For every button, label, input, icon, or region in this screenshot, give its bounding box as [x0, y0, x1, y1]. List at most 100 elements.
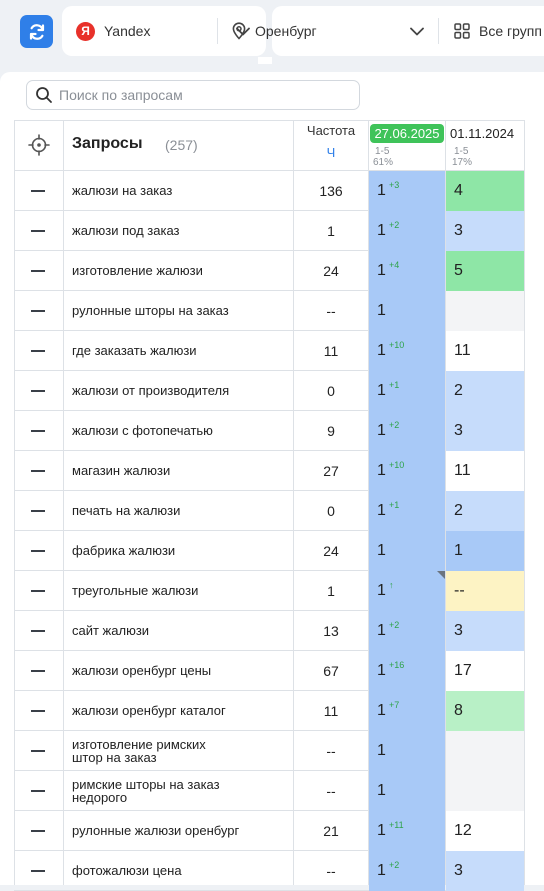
- row-collapse-toggle[interactable]: [31, 390, 45, 392]
- row-collapse-toggle[interactable]: [31, 270, 45, 272]
- position-cell-previous[interactable]: 11: [446, 451, 524, 491]
- position-cell-current[interactable]: 1 +2: [369, 411, 445, 451]
- crosshair-icon[interactable]: [28, 134, 50, 156]
- date-column-header-current[interactable]: 27.06.2025: [370, 124, 444, 143]
- query-text[interactable]: магазин жалюзи: [72, 463, 171, 478]
- frequency-value: 1: [327, 223, 335, 239]
- position-cell-previous[interactable]: 3: [446, 411, 524, 451]
- position-cell-previous[interactable]: --: [446, 571, 524, 611]
- position-cell-previous[interactable]: 1: [446, 531, 524, 571]
- position-cell-current[interactable]: 1: [369, 771, 445, 811]
- frequency-type-toggle[interactable]: Ч: [326, 145, 336, 160]
- position-cell-current[interactable]: 1 +1: [369, 371, 445, 411]
- position-cell-current[interactable]: 1: [369, 531, 445, 571]
- position-value: 3: [454, 422, 463, 439]
- row-collapse-toggle[interactable]: [31, 710, 45, 712]
- row-collapse-toggle[interactable]: [31, 510, 45, 512]
- position-cell-previous[interactable]: [446, 771, 524, 811]
- date-top-percent: 17%: [452, 157, 473, 168]
- row-collapse-toggle[interactable]: [31, 310, 45, 312]
- position-cell-current[interactable]: 1 +2: [369, 211, 445, 251]
- row-collapse-toggle[interactable]: [31, 830, 45, 832]
- row-collapse-toggle[interactable]: [31, 550, 45, 552]
- position-cell-previous[interactable]: 8: [446, 691, 524, 731]
- row-collapse-toggle[interactable]: [31, 750, 45, 752]
- row-collapse-toggle[interactable]: [31, 230, 45, 232]
- query-text[interactable]: жалюзи под заказ: [72, 223, 180, 238]
- position-cell-previous[interactable]: 3: [446, 611, 524, 651]
- search-input[interactable]: [59, 81, 349, 109]
- query-text[interactable]: штор на заказ: [72, 750, 157, 765]
- query-text[interactable]: римские шторы на заказ: [72, 777, 220, 792]
- position-cell-previous[interactable]: [446, 731, 524, 771]
- query-text[interactable]: жалюзи с фотопечатью: [72, 423, 213, 438]
- position-cell-previous[interactable]: 2: [446, 491, 524, 531]
- position-cell-current[interactable]: 1 +2: [369, 611, 445, 651]
- position-cell-current[interactable]: 1 +1: [369, 491, 445, 531]
- position-cell-previous[interactable]: 12: [446, 811, 524, 851]
- query-text[interactable]: печать на жалюзи: [72, 503, 181, 518]
- position-cell-current[interactable]: 1 +10: [369, 331, 445, 371]
- position-cell-previous[interactable]: [446, 291, 524, 331]
- position-cell-previous[interactable]: 5: [446, 251, 524, 291]
- refresh-button[interactable]: [20, 15, 53, 48]
- query-text[interactable]: рулонные жалюзи оренбург: [72, 823, 240, 838]
- position-change: ↑: [389, 580, 394, 590]
- region-select[interactable]: Оренбург: [232, 6, 426, 56]
- grid-line: [14, 250, 524, 251]
- row-collapse-toggle[interactable]: [31, 470, 45, 472]
- grid-line: [368, 120, 369, 885]
- position-cell-previous[interactable]: 2: [446, 371, 524, 411]
- position-cell-previous[interactable]: 4: [446, 171, 524, 211]
- row-collapse-toggle[interactable]: [31, 670, 45, 672]
- position-cell-current[interactable]: 1 +16: [369, 651, 445, 691]
- search-engine-label: Yandex: [104, 23, 151, 39]
- position-value: 1: [454, 542, 463, 559]
- date-column-header-previous[interactable]: 01.11.2024: [450, 126, 515, 141]
- position-cell-previous[interactable]: 3: [446, 211, 524, 251]
- position-cell-current[interactable]: 1 +2: [369, 851, 445, 891]
- row-collapse-toggle[interactable]: [31, 350, 45, 352]
- query-text[interactable]: рулонные шторы на заказ: [72, 303, 229, 318]
- position-cell-previous[interactable]: 17: [446, 651, 524, 691]
- query-text[interactable]: жалюзи от производителя: [72, 383, 230, 398]
- search-box[interactable]: [26, 80, 360, 110]
- position-cell-current[interactable]: 1 +11: [369, 811, 445, 851]
- position-value: 1: [377, 862, 386, 879]
- position-cell-current[interactable]: 1 +3: [369, 171, 445, 211]
- query-text[interactable]: жалюзи оренбург каталог: [72, 703, 226, 718]
- query-text[interactable]: жалюзи на заказ: [72, 183, 173, 198]
- position-cell-current[interactable]: 1: [369, 291, 445, 331]
- query-text[interactable]: треугольные жалюзи: [72, 583, 199, 598]
- position-value: 1: [377, 462, 386, 479]
- position-cell-current[interactable]: 1 +4: [369, 251, 445, 291]
- position-cell-previous[interactable]: 11: [446, 331, 524, 371]
- query-text[interactable]: фабрика жалюзи: [72, 543, 176, 558]
- query-text[interactable]: недорого: [72, 790, 128, 805]
- query-text[interactable]: сайт жалюзи: [72, 623, 150, 638]
- query-text[interactable]: изготовление римских: [72, 737, 206, 752]
- grid-line: [524, 120, 525, 885]
- row-collapse-toggle[interactable]: [31, 630, 45, 632]
- position-cell-current[interactable]: 1 +10: [369, 451, 445, 491]
- position-value: 11: [454, 342, 471, 359]
- row-collapse-toggle[interactable]: [31, 790, 45, 792]
- position-cell-previous[interactable]: 3: [446, 851, 524, 891]
- groups-select[interactable]: Все групп: [454, 6, 544, 56]
- search-engine-select[interactable]: Я Yandex: [76, 6, 262, 56]
- position-cell-current[interactable]: 1: [369, 731, 445, 771]
- row-collapse-toggle[interactable]: [31, 190, 45, 192]
- position-cell-current[interactable]: 1 ↑: [369, 571, 445, 611]
- query-text[interactable]: изготовление жалюзи: [72, 263, 203, 278]
- query-text[interactable]: где заказать жалюзи: [72, 343, 197, 358]
- row-collapse-toggle[interactable]: [31, 590, 45, 592]
- query-text[interactable]: жалюзи оренбург цены: [72, 663, 212, 678]
- row-collapse-toggle[interactable]: [31, 870, 45, 872]
- frequency-header[interactable]: Частота: [306, 123, 356, 138]
- query-text[interactable]: фотожалюзи цена: [72, 863, 182, 878]
- row-collapse-toggle[interactable]: [31, 430, 45, 432]
- position-cell-current[interactable]: 1 +7: [369, 691, 445, 731]
- chevron-down-icon: [410, 27, 424, 36]
- position-value: 1: [377, 182, 386, 199]
- position-change: +11: [389, 820, 404, 830]
